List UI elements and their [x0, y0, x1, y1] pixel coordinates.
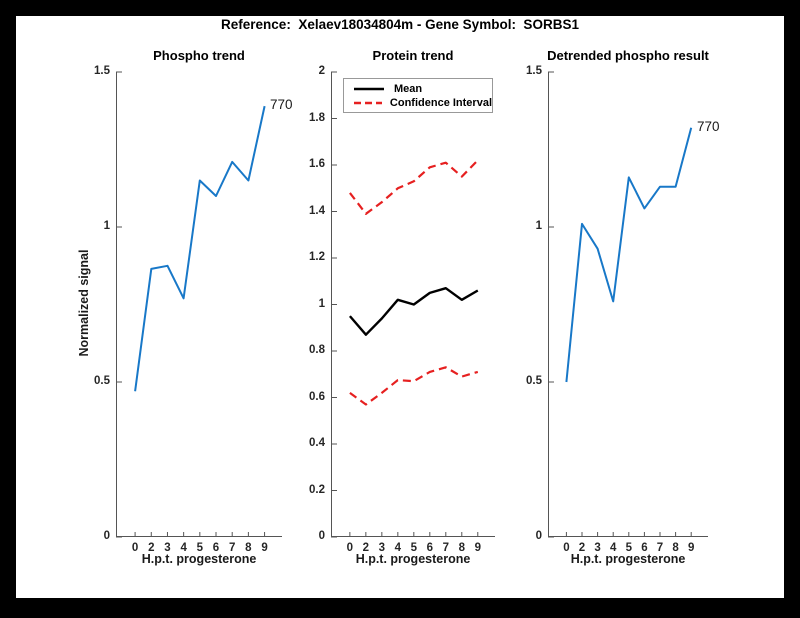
x-axis-label-detrended: H.p.t. progesterone [570, 552, 686, 566]
y-tick-label: 1 [535, 220, 542, 232]
phospho-trend-chart [116, 71, 282, 538]
x-tick-label: 3 [378, 542, 386, 554]
x-tick-label: 2 [148, 542, 155, 554]
x-tick-label: 9 [261, 542, 268, 554]
x-tick-label: 7 [228, 542, 236, 554]
detrended-phospho-result-chart [548, 71, 708, 538]
x-tick-label: 8 [458, 542, 465, 554]
legend-label-confidence-interval: Confidence Interval [389, 97, 492, 109]
x-tick-label: 3 [164, 542, 171, 554]
confidence-interval-line-swatch [354, 101, 382, 105]
y-tick-label: 1.2 [309, 251, 325, 263]
confidence-interval-upper-line [349, 159, 479, 215]
y-tick-label: 0.5 [526, 375, 542, 387]
x-tick-label: 8 [245, 542, 252, 554]
x-tick-label: 5 [410, 542, 418, 554]
x-tick-label: 6 [426, 542, 433, 554]
mean-line [348, 286, 479, 336]
plot-title-phospho-trend: Phospho trend [153, 48, 245, 63]
phospho-trend-end-value: 770 [270, 97, 293, 112]
y-tick-label: 1.4 [309, 204, 325, 217]
protein-trend-chart [331, 71, 495, 538]
x-tick-label: 4 [394, 542, 402, 554]
y-tick-label: 1.8 [309, 111, 325, 124]
x-tick-label: 7 [442, 542, 449, 554]
plot-title-detrended-phospho-result: Detrended phospho result [547, 48, 709, 63]
mean-line-swatch [354, 87, 384, 91]
x-tick-label: 7 [656, 542, 664, 554]
detrended-phospho-result-plot [548, 71, 708, 538]
y-tick-label: 0.8 [309, 344, 325, 356]
x-tick-label: 0 [563, 542, 570, 554]
x-tick-label: 0 [346, 542, 354, 554]
x-tick-label: 3 [594, 542, 601, 554]
x-tick-label: 9 [474, 542, 481, 554]
x-tick-label: 5 [196, 542, 204, 554]
phospho-signal-line [134, 105, 266, 392]
protein-trend-plot [331, 71, 495, 538]
y-tick-label: 1.5 [94, 65, 110, 77]
y-tick-label: 2 [318, 65, 325, 77]
y-tick-label: 0.6 [309, 390, 325, 403]
y-tick-label: 1.5 [526, 65, 542, 77]
detrended-phospho-end-value: 770 [697, 119, 720, 134]
y-tick-label: 1.6 [309, 158, 325, 170]
y-axis-label: Normalized signal [77, 249, 91, 357]
legend-entry-confidence-interval: Confidence Interval [352, 96, 492, 110]
x-tick-label: 6 [641, 542, 648, 554]
confidence-interval-lower-line [349, 366, 479, 406]
legend-label-mean: Mean [394, 83, 423, 95]
figure-title: Reference: Xelaev18034804m - Gene Symbol… [221, 17, 579, 32]
y-tick-label: 0 [103, 530, 110, 542]
y-tick-label: 1 [103, 220, 110, 232]
x-tick-label: 4 [609, 542, 617, 554]
figure-background [16, 16, 784, 598]
x-tick-label: 2 [362, 542, 370, 554]
x-tick-label: 4 [180, 542, 187, 554]
detrended-phospho-signal-line [565, 127, 693, 383]
x-tick-label: 2 [578, 542, 586, 554]
x-axis-label-phospho: H.p.t. progesterone [141, 552, 257, 566]
x-tick-label: 6 [212, 542, 220, 554]
plot-title-protein-trend: Protein trend [372, 48, 454, 63]
y-tick-label: 0 [318, 530, 325, 542]
x-tick-label: 0 [131, 542, 139, 554]
protein-trend-legend: Mean Confidence Interval [343, 78, 493, 113]
x-tick-label: 9 [687, 542, 695, 554]
x-axis-label-protein: H.p.t. progesterone [355, 552, 471, 566]
legend-entry-mean: Mean [352, 82, 492, 96]
y-tick-label: 1 [318, 297, 325, 310]
y-tick-label: 0 [535, 530, 542, 542]
phospho-trend-plot [116, 71, 282, 538]
y-tick-label: 0.4 [309, 437, 325, 449]
y-tick-label: 0.2 [309, 483, 325, 496]
y-tick-label: 0.5 [94, 375, 110, 387]
x-tick-label: 8 [672, 542, 679, 554]
x-tick-label: 5 [625, 542, 632, 554]
